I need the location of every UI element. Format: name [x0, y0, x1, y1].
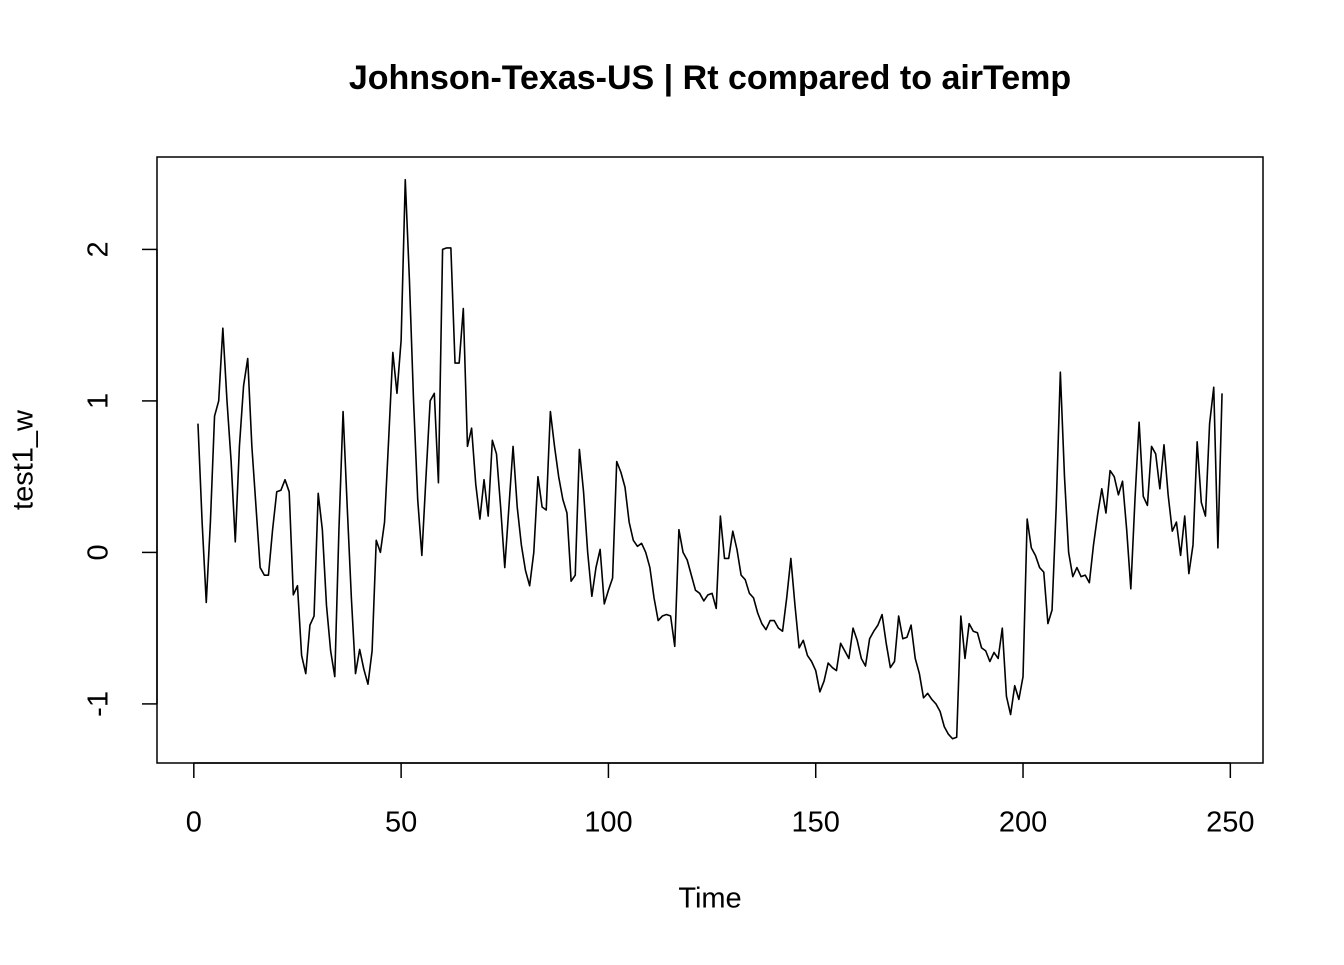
x-tick-label: 200: [999, 807, 1047, 839]
x-axis-label: Time: [678, 883, 741, 915]
y-tick-label: 2: [83, 241, 115, 257]
x-tick-label: 50: [385, 807, 417, 839]
chart-title: Johnson-Texas-US | Rt compared to airTem…: [349, 59, 1071, 97]
y-tick-label: 0: [83, 544, 115, 560]
x-tick-label: 150: [792, 807, 840, 839]
y-tick-label: -1: [83, 691, 115, 717]
x-tick-label: 0: [186, 807, 202, 839]
x-tick-label: 250: [1206, 807, 1254, 839]
data-line: [197, 178, 1223, 740]
y-tick-label: 1: [83, 393, 115, 409]
y-axis-label: test1_w: [8, 409, 40, 510]
x-tick-label: 100: [584, 807, 632, 839]
plot-frame: [156, 156, 1264, 764]
